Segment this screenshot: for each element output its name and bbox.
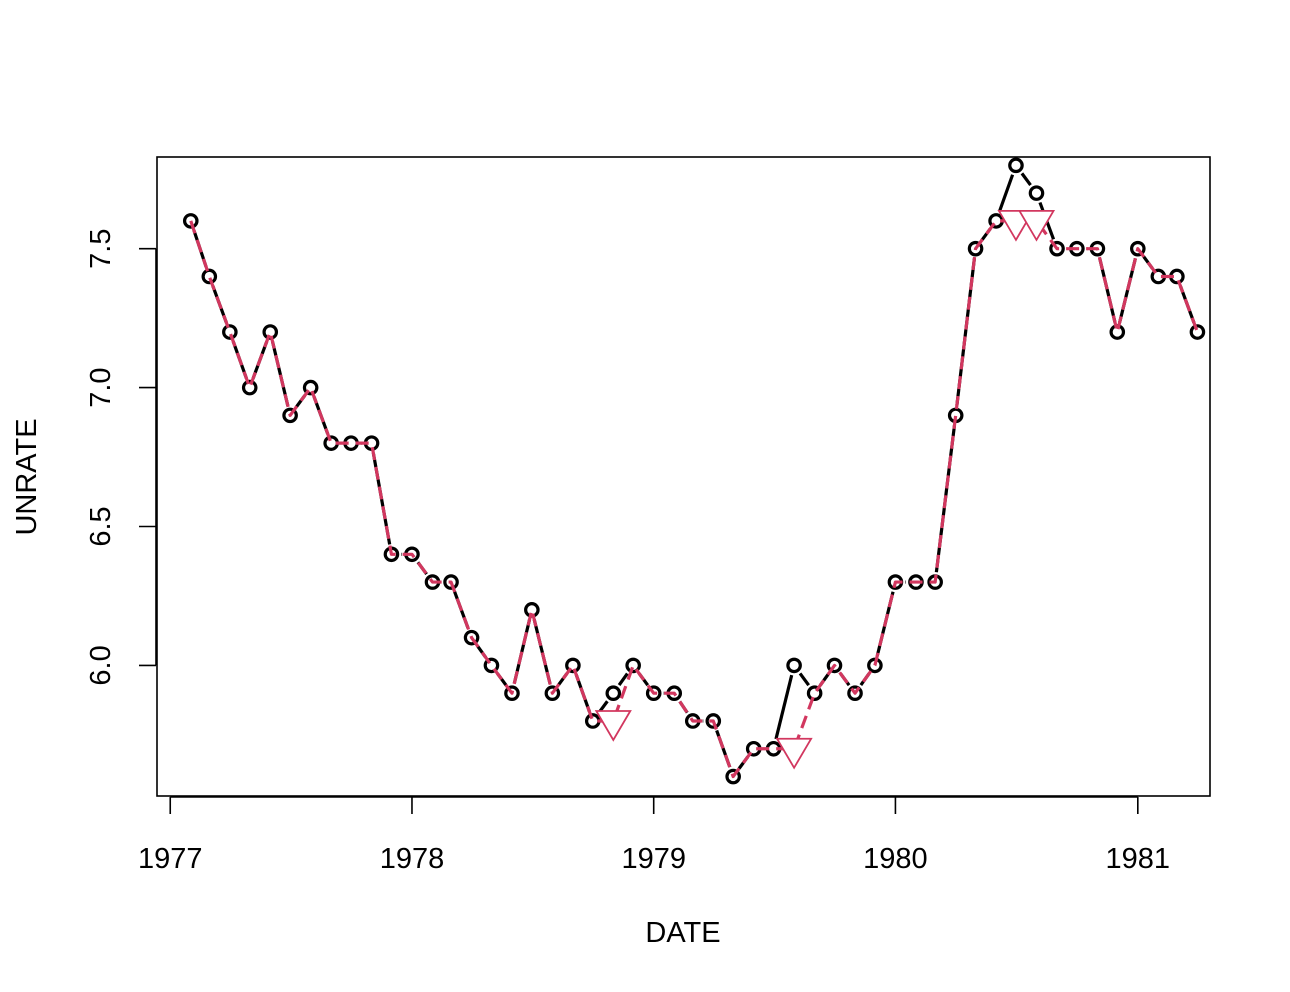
series-black-point bbox=[544, 685, 561, 702]
series-black-point bbox=[483, 657, 500, 674]
x-tick-label: 1978 bbox=[380, 843, 445, 875]
series-black-point bbox=[826, 657, 843, 674]
series-black-point bbox=[1130, 240, 1146, 257]
series-red bbox=[189, 209, 1199, 779]
series-red-triangle-marker bbox=[1017, 209, 1056, 242]
series-black-point bbox=[847, 685, 863, 702]
series-black-point bbox=[725, 768, 741, 785]
series-black-segment bbox=[617, 672, 629, 687]
series-black-segment bbox=[774, 674, 794, 740]
y-axis: 6.0 6.5 7.0 7.5 bbox=[85, 229, 157, 686]
series-black-point bbox=[1049, 240, 1065, 257]
series-red-triangle-marker bbox=[775, 737, 813, 770]
series-red-line bbox=[189, 219, 1199, 779]
x-tick-label: 1977 bbox=[138, 843, 203, 875]
series-black-point bbox=[504, 685, 520, 702]
y-axis-label: UNRATE bbox=[11, 418, 43, 535]
series-black-point bbox=[443, 574, 459, 590]
series-black-point bbox=[786, 657, 802, 674]
series-black-point bbox=[806, 685, 823, 702]
series-black-point bbox=[1028, 185, 1045, 201]
plot-frame bbox=[156, 156, 1211, 797]
series-black-point bbox=[625, 657, 641, 674]
series-black-point bbox=[1008, 157, 1024, 174]
series-black-point bbox=[1189, 324, 1206, 340]
series-black bbox=[182, 157, 1206, 785]
y-tick-label: 7.5 bbox=[85, 229, 117, 269]
series-black-point bbox=[463, 629, 480, 646]
series-red-triangle-marker bbox=[594, 710, 632, 742]
series-black-point bbox=[201, 268, 218, 285]
series-black-point bbox=[302, 379, 319, 396]
series-black-point bbox=[565, 657, 581, 674]
series-black-point bbox=[605, 685, 622, 702]
series-black-segment bbox=[1020, 172, 1032, 187]
x-axis-label: DATE bbox=[645, 917, 720, 949]
y-tick-label: 7.0 bbox=[85, 367, 117, 407]
x-tick-label: 1979 bbox=[621, 843, 686, 875]
y-tick-label: 6.0 bbox=[85, 645, 117, 685]
series-black-point bbox=[282, 407, 298, 424]
x-axis: 1977 1978 1979 1980 1981 bbox=[138, 796, 1171, 875]
x-tick-label: 1980 bbox=[863, 843, 928, 875]
x-tick-label: 1981 bbox=[1106, 843, 1171, 875]
series-black-point bbox=[645, 685, 662, 702]
series-black-point bbox=[182, 213, 199, 229]
series-black-point bbox=[222, 324, 238, 340]
series-black-point bbox=[967, 240, 984, 257]
series-black-segment bbox=[798, 672, 810, 687]
series-black-point bbox=[705, 713, 722, 729]
series-black-point bbox=[241, 379, 258, 396]
series-black-segment bbox=[997, 174, 1015, 213]
y-tick-label: 6.5 bbox=[85, 506, 117, 546]
